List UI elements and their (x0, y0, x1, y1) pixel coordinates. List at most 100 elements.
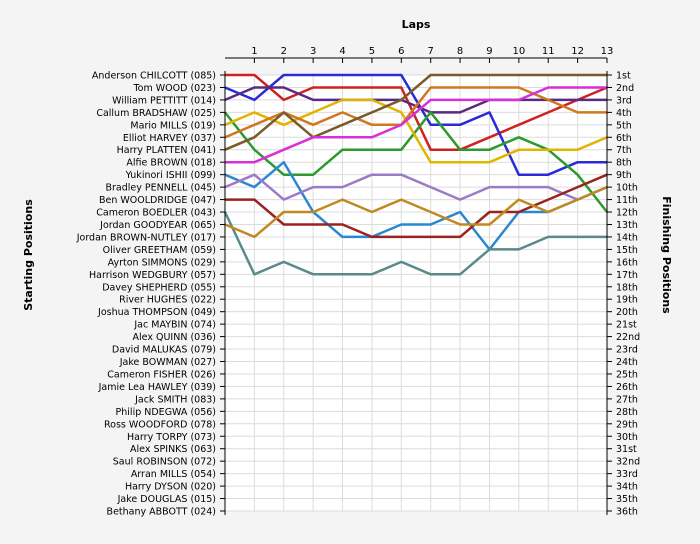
finishing-position-label: 31st (616, 444, 637, 455)
starting-position-label: Harry TORPY (073) (127, 432, 216, 443)
series-line[interactable] (224, 160, 608, 251)
finishing-position-label: 7th (616, 145, 632, 156)
starting-position-label: Anderson CHILCOTT (085) (92, 71, 216, 82)
starting-position-label: Saul ROBINSON (072) (113, 457, 216, 468)
series-line[interactable] (224, 173, 608, 201)
starting-position-label: Jake DOUGLAS (015) (117, 494, 216, 505)
series-line[interactable] (224, 98, 608, 164)
plot-background (225, 75, 607, 511)
starting-position-label: Harry PLATTEN (041) (117, 145, 216, 156)
x-tick-label: 11 (542, 46, 555, 57)
x-tick-label: 12 (571, 46, 584, 57)
starting-position-label: Harry DYSON (020) (125, 482, 216, 493)
starting-position-label: Mario MILLS (019) (130, 120, 216, 131)
finishing-position-label: 34th (616, 482, 638, 493)
y-axis-label-right: Finishing Positions (660, 196, 673, 314)
series-line[interactable] (224, 73, 607, 151)
starting-position-label: Harrison WEDGBURY (057) (89, 270, 216, 281)
starting-position-label: River HUGHES (022) (119, 295, 216, 306)
series-line[interactable] (225, 173, 608, 239)
finishing-position-label: 29th (616, 419, 638, 430)
finishing-position-label: 25th (616, 369, 638, 380)
finishing-position-label: 16th (616, 257, 638, 268)
starting-position-label: Joshua THOMPSON (049) (97, 307, 216, 318)
series-line[interactable] (224, 185, 608, 239)
finishing-position-label: 24th (616, 357, 638, 368)
finishing-position-label: 4th (616, 108, 632, 119)
series-line[interactable] (224, 73, 607, 176)
starting-position-label: David MALUKAS (079) (112, 345, 216, 356)
series-line[interactable] (225, 73, 608, 151)
finishing-position-label: 20th (616, 307, 638, 318)
finishing-position-label: 30th (616, 432, 638, 443)
x-tick-label: 3 (310, 46, 316, 57)
starting-position-label: Arran MILLS (054) (131, 469, 216, 480)
x-tick-label: 5 (369, 46, 375, 57)
finishing-position-label: 19th (616, 295, 638, 306)
finishing-position-label: 9th (616, 170, 632, 181)
finishing-position-label: 5th (616, 120, 632, 131)
starting-position-label: Jordan GOODYEAR (065) (99, 220, 216, 231)
finishing-position-label: 11th (616, 195, 638, 206)
finishing-position-label: 6th (616, 133, 632, 144)
finishing-position-label: 13th (616, 220, 638, 231)
finishing-position-label: 23rd (616, 345, 638, 356)
x-tick-label: 4 (339, 46, 345, 57)
finishing-position-label: 12th (616, 208, 638, 219)
starting-position-label: Alex SPINKS (063) (130, 444, 216, 455)
series-line[interactable] (224, 111, 608, 213)
finishing-position-label: 35th (616, 494, 638, 505)
series-line[interactable] (225, 86, 607, 164)
finishing-position-label: 18th (616, 282, 638, 293)
starting-position-label: Elliot HARVEY (037) (123, 133, 216, 144)
finishing-position-label: 32nd (616, 457, 640, 468)
x-tick-label: 8 (457, 46, 463, 57)
starting-position-label: Philip NDEGWA (056) (116, 407, 216, 418)
finishing-position-label: 21st (616, 320, 637, 331)
x-tick-label: 9 (486, 46, 492, 57)
starting-position-label: William PETTITT (014) (112, 95, 216, 106)
series-line[interactable] (223, 211, 607, 276)
series-lines (223, 73, 608, 276)
starting-position-label: Ross WOODFORD (078) (104, 419, 216, 430)
starting-position-label: Alex QUINN (036) (133, 332, 216, 343)
starting-position-label: Ben WOOLDRIDGE (047) (99, 195, 216, 206)
finishing-position-label: 15th (616, 245, 638, 256)
starting-position-label: Davey SHEPHERD (055) (102, 282, 216, 293)
finishing-position-label: 27th (616, 394, 638, 405)
starting-position-label: Callum BRADSHAW (025) (96, 108, 216, 119)
starting-position-label: Jake BOWMAN (027) (119, 357, 216, 368)
starting-position-label: Tom WOOD (023) (132, 83, 216, 94)
finishing-position-label: 10th (616, 183, 638, 194)
finishing-position-label: 36th (616, 507, 638, 518)
series-line[interactable] (224, 86, 607, 139)
starting-position-label: Bradley PENNELL (045) (106, 183, 217, 194)
x-tick-label: 2 (281, 46, 287, 57)
chart-title: Laps (402, 18, 431, 31)
starting-position-label: Jac MAYBIN (074) (133, 320, 216, 331)
x-tick-label: 13 (601, 46, 614, 57)
starting-position-label: Yukinori ISHII (099) (125, 170, 216, 181)
finishing-position-label: 2nd (616, 83, 634, 94)
finishing-position-label: 3rd (616, 95, 632, 106)
finishing-position-label: 33rd (616, 469, 638, 480)
starting-position-label: Jack SMITH (083) (134, 394, 216, 405)
finishing-position-label: 1st (616, 71, 631, 82)
finishing-position-label: 14th (616, 232, 638, 243)
y-axis-label-left: Starting Positions (22, 199, 35, 311)
x-tick-label: 1 (251, 46, 257, 57)
finishing-position-label: 17th (616, 270, 638, 281)
x-tick-label: 7 (428, 46, 434, 57)
starting-position-label: Bethany ABBOTT (024) (107, 507, 216, 518)
starting-position-label: Oliver GREETHAM (059) (103, 245, 216, 256)
finishing-position-label: 26th (616, 382, 638, 393)
finishing-position-label: 28th (616, 407, 638, 418)
x-tick-label: 6 (398, 46, 404, 57)
grid (225, 74, 608, 512)
finishing-position-label: 8th (616, 158, 632, 169)
starting-position-label: Jordan BROWN-NUTLEY (017) (76, 232, 216, 243)
starting-position-label: Alfie BROWN (018) (126, 158, 216, 169)
